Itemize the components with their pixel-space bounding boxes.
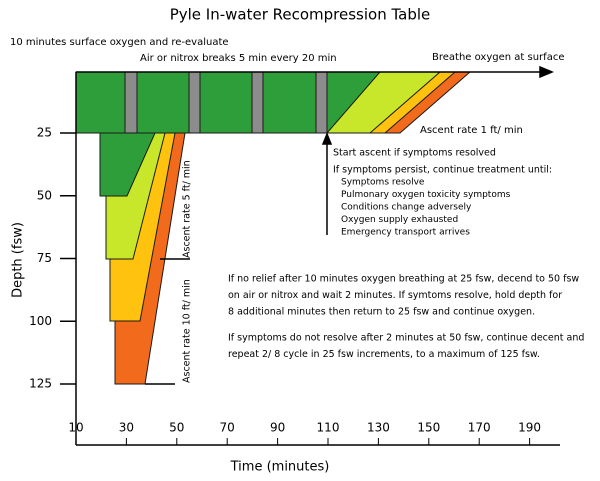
note: Ascent rate 5 ft/ min [182, 160, 193, 258]
x-tick-label: 10 [68, 421, 83, 435]
paragraph: If no relief after 10 minutes oxygen bre… [228, 274, 579, 318]
list: Symptoms resolve Pulmonary oxygen toxicit… [341, 178, 511, 238]
x-tick-label: 130 [367, 421, 390, 435]
note: If symptoms persist, continue treatment … [333, 165, 552, 176]
arrow-head [321, 131, 333, 145]
green-band [75, 71, 382, 134]
green-descent [99, 132, 156, 197]
y-tick-label: 125 [29, 377, 52, 391]
paragraph-line: repeat 2/ 8 cycle in 25 fsw increments, … [228, 349, 540, 360]
y-axis-title: Depth (fsw) [11, 222, 26, 298]
paragraph-line: on air or nitrox and wait 2 minutes. If … [228, 290, 562, 301]
note: Air or nitrox breaks 5 min every 20 min [140, 53, 337, 64]
break [315, 71, 328, 134]
list-item: Symptoms resolve [341, 178, 425, 188]
x-tick-label: 50 [169, 421, 184, 435]
y-tick-label: 50 [37, 188, 52, 202]
note: Start ascent if symptoms resolved [333, 148, 496, 159]
x-tick-label: 30 [119, 421, 134, 435]
note: Breathe oxygen at surface [432, 52, 564, 63]
note: Ascent rate 1 ft/ min [420, 125, 523, 136]
paragraph: If symptoms do not resolve after 2 minut… [228, 333, 584, 361]
y-ticks: 25 50 75 100 125 [29, 126, 76, 391]
x-tick-label: 90 [270, 421, 285, 435]
list-item: Emergency transport arrives [341, 228, 470, 238]
x-tick-label: 150 [417, 421, 440, 435]
note: 10 minutes surface oxygen and re-evaluat… [10, 37, 229, 48]
break [188, 71, 201, 134]
x-tick-label: 190 [518, 421, 541, 435]
x-tick-label: 110 [317, 421, 340, 435]
shapes [75, 71, 472, 385]
y-tick-label: 100 [29, 314, 52, 328]
list-item: Conditions change adversely [341, 203, 472, 213]
paragraph-line: 8 additional minutes then return to 25 f… [228, 307, 535, 318]
paragraph-line: If symptoms do not resolve after 2 minut… [228, 333, 584, 344]
y-tick-label: 75 [37, 251, 52, 265]
break [124, 71, 138, 134]
x-tick-label: 70 [220, 421, 235, 435]
note: Ascent rate 10 ft/ min [182, 279, 193, 383]
title: Pyle In-water Recompression Table [170, 6, 431, 24]
list-item: Oxygen supply exhausted [341, 215, 458, 225]
paragraph-line: If no relief after 10 minutes oxygen bre… [228, 274, 579, 285]
x-tick-label: 170 [468, 421, 491, 435]
list-item: Pulmonary oxygen toxicity symptoms [341, 190, 511, 200]
x-axis-title: Time (minutes) [230, 460, 330, 475]
y-tick-label: 25 [37, 126, 52, 140]
break [251, 71, 264, 134]
x-ticks: 10 30 50 70 90 110 130 150 170 190 [68, 421, 541, 445]
arrow-head [539, 65, 554, 79]
